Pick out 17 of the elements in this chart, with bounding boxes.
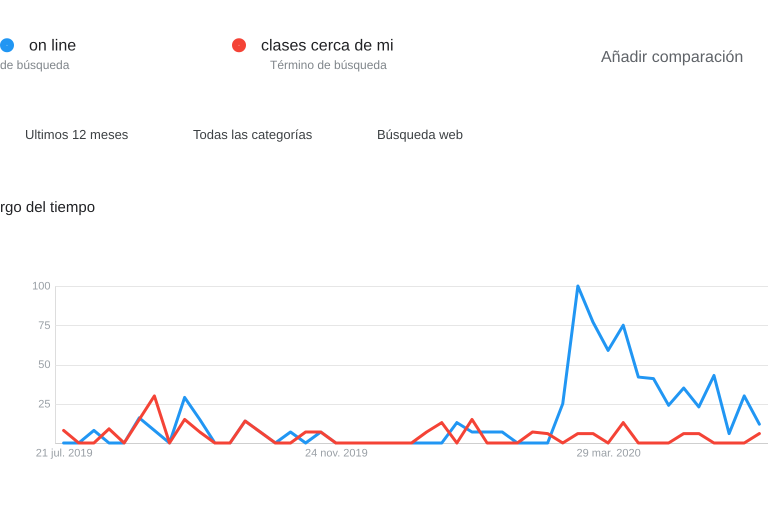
text: Ultimos 12 meses bbox=[25, 127, 129, 142]
x-tick-label: 29 mar. 2020 bbox=[576, 448, 641, 460]
text: Búsqueda web bbox=[377, 127, 464, 142]
text: Término de búsqueda bbox=[270, 58, 388, 72]
legend-label: clases cerca de mi bbox=[261, 37, 394, 54]
y-tick-label: 100 bbox=[32, 280, 50, 292]
line-series bbox=[62, 394, 761, 444]
text: Todas las categorías bbox=[193, 127, 313, 142]
text: de búsqueda bbox=[0, 58, 70, 72]
y-tick-label: 50 bbox=[38, 359, 50, 371]
x-tick-label: 21 jul. 2019 bbox=[36, 448, 93, 460]
y-tick-label: 75 bbox=[38, 320, 50, 332]
chart-title: rgo del tiempo bbox=[0, 199, 96, 216]
y-tick-label: 25 bbox=[38, 398, 50, 410]
legend-label: on line bbox=[29, 37, 76, 54]
x-tick-label: 24 nov. 2019 bbox=[304, 448, 368, 460]
text: Añadir comparación bbox=[601, 49, 744, 66]
